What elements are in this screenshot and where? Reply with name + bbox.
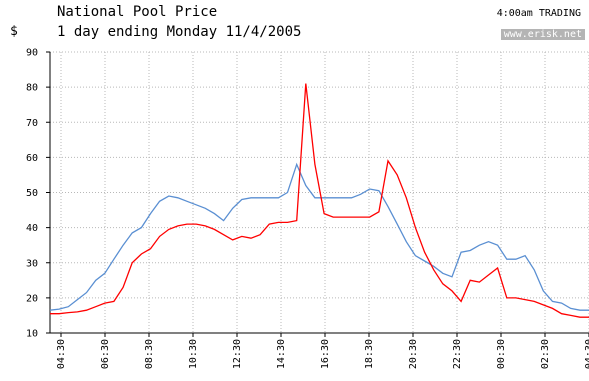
y-tick-label: 50 — [26, 188, 38, 199]
x-tick-label: 04:30 — [56, 339, 67, 369]
x-tick-label: 06:30 — [100, 339, 111, 369]
y-tick-label: 90 — [26, 48, 38, 59]
x-tick-label: 22:30 — [452, 339, 463, 369]
x-tick-label: 20:30 — [408, 339, 419, 369]
series-line-1 — [49, 162, 589, 311]
x-tick-label: 10:30 — [188, 339, 199, 369]
y-tick-label: 30 — [26, 258, 38, 269]
y-tick-label: 20 — [26, 293, 38, 304]
x-tick-label: 00:30 — [496, 339, 507, 369]
y-tick-label: 60 — [26, 153, 38, 164]
x-tick-label: 02:30 — [540, 339, 551, 369]
x-tick-label: 04:30 — [584, 339, 589, 369]
chart-title: National Pool Price — [57, 4, 218, 20]
x-tick-label: 14:30 — [276, 339, 287, 369]
y-tick-label: 80 — [26, 83, 38, 94]
trading-status: 4:00am TRADING — [496, 8, 581, 19]
y-tick-label: 10 — [26, 329, 38, 340]
x-tick-label: 08:30 — [144, 339, 155, 369]
y-tick-label: 70 — [26, 118, 38, 129]
y-tick-label: 40 — [26, 223, 38, 234]
x-tick-label: 16:30 — [320, 339, 331, 369]
site-watermark: www.erisk.net — [500, 29, 585, 40]
currency-label: $ — [10, 24, 18, 39]
x-tick-label: 12:30 — [232, 339, 243, 369]
chart-subtitle: 1 day ending Monday 11/4/2005 — [57, 24, 302, 40]
series-line-2 — [50, 83, 589, 318]
x-tick-label: 18:30 — [364, 339, 375, 369]
